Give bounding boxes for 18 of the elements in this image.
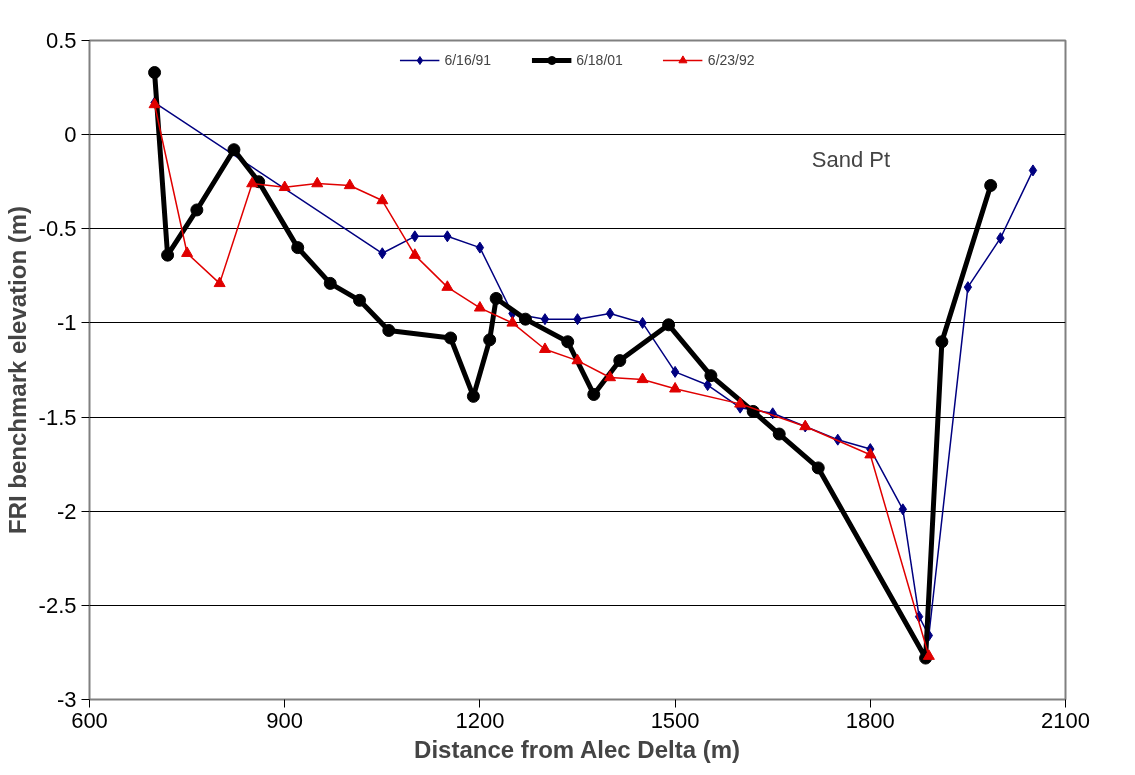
y-tick-label: -1 (56, 310, 77, 336)
x-tick-label: 1800 (845, 707, 895, 733)
x-axis-title: Distance from Alec Delta (m) (414, 735, 740, 763)
legend-label: 6/23/92 (707, 52, 755, 68)
y-tick-label: -2.5 (38, 592, 77, 618)
y-tick-label: -0.5 (38, 216, 77, 242)
y-tick-label: 0.5 (45, 28, 77, 53)
legend-label: 6/18/01 (576, 52, 623, 68)
y-tick-label: -1.5 (38, 404, 77, 430)
legend-label: 6/16/91 (444, 52, 492, 68)
x-tick-label: 1500 (650, 707, 700, 733)
x-tick-label: 900 (266, 707, 304, 733)
x-tick-label: 1200 (455, 707, 505, 733)
annotation: Sand Pt (811, 147, 891, 173)
y-axis-title: FRI benchmark elevation (m) (3, 205, 31, 535)
x-tick-label: 2100 (1041, 707, 1090, 733)
y-tick-label: 0 (64, 122, 77, 148)
y-tick-label: -2 (56, 498, 77, 524)
